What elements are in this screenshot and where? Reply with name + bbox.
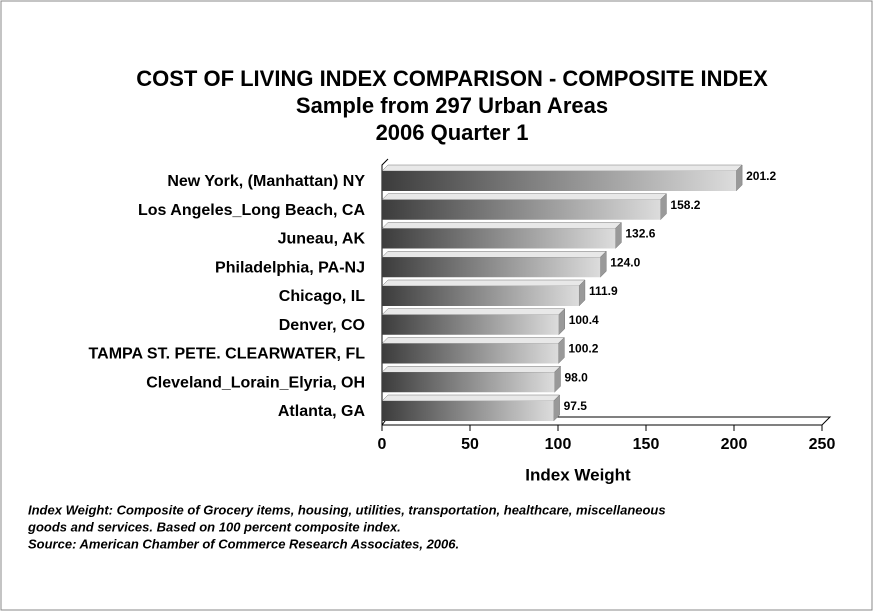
bar-top (381, 222, 622, 229)
y-tick-label: Philadelphia, PA-NJ (215, 259, 365, 276)
bar-top (381, 251, 607, 258)
y-tick-label: Denver, CO (279, 317, 365, 334)
y-tick-label: TAMPA ST. PETE. CLEARWATER, FL (89, 346, 366, 363)
chart-subtitle: Sample from 297 Urban Areas (296, 93, 608, 118)
bar (382, 401, 554, 421)
x-axis-label: Index Weight (525, 465, 631, 484)
bar (382, 343, 559, 364)
wall (381, 158, 389, 425)
bar (382, 286, 579, 306)
value-label: 100.4 (569, 313, 599, 327)
value-label: 111.9 (589, 284, 618, 298)
bar-top (381, 394, 561, 402)
bar (382, 171, 737, 191)
value-label: 124.0 (610, 255, 640, 269)
value-label: 98.0 (564, 370, 588, 384)
note: Source: American Chamber of Commerce Res… (28, 536, 459, 551)
bar-top (381, 337, 565, 344)
value-label: 100.2 (568, 342, 598, 356)
y-tick-label: Cleveland_Lorain_Elyria, OH (146, 374, 365, 391)
note: Index Weight: Composite of Grocery items… (28, 502, 666, 517)
bar-top (381, 366, 562, 373)
x-tick-label: 150 (633, 436, 660, 453)
bar (382, 257, 601, 278)
chart-subtitle: 2006 Quarter 1 (376, 120, 529, 145)
y-tick-label: Atlanta, GA (278, 403, 366, 420)
value-label: 97.5 (564, 399, 588, 413)
bar (382, 228, 616, 249)
bar-top (381, 164, 743, 172)
bar-top (381, 308, 566, 315)
x-tick-label: 250 (809, 436, 836, 453)
value-label: 132.6 (625, 227, 655, 241)
y-tick-label: Juneau, AK (278, 231, 366, 248)
y-tick-label: Los Angeles_Long Beach, CA (138, 202, 365, 219)
x-tick-label: 200 (721, 436, 748, 453)
bar (382, 199, 661, 220)
value-label: 201.2 (746, 169, 776, 183)
bar-top (381, 279, 586, 287)
x-tick-label: 50 (461, 436, 479, 453)
note: goods and services. Based on 100 percent… (27, 519, 401, 534)
value-label: 158.2 (670, 198, 700, 212)
bar-top (381, 193, 668, 200)
y-tick-label: New York, (Manhattan) NY (167, 173, 365, 190)
x-tick-label: 0 (378, 436, 387, 453)
bar (382, 372, 555, 393)
x-tick-label: 100 (545, 436, 572, 453)
y-tick-label: Chicago, IL (279, 288, 365, 305)
chart-title: COST OF LIVING INDEX COMPARISON - COMPOS… (136, 66, 768, 91)
bar (382, 314, 559, 335)
